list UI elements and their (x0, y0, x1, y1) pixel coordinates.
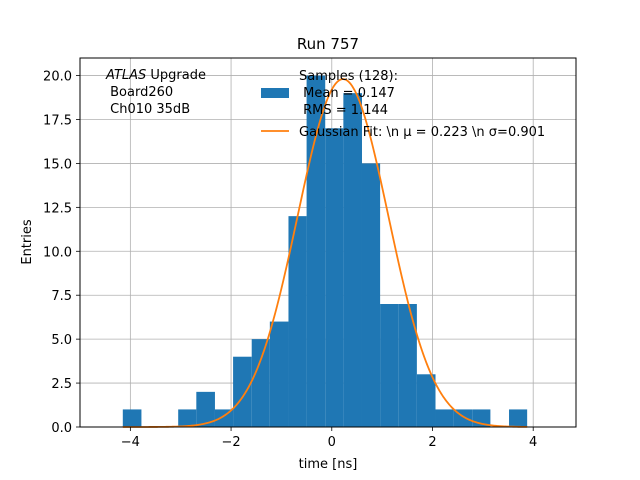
annotation-line-1: ATLAS Upgrade (105, 68, 206, 83)
legend-samples-patch (261, 88, 289, 98)
y-tick-label-1: 2.5 (51, 377, 72, 392)
plot-frame (79, 57, 577, 428)
histogram-bar-16 (416, 374, 436, 427)
x-axis-label: time [ns] (299, 457, 358, 472)
histogram-bar-8 (269, 321, 289, 427)
y-tick-label-2: 5.0 (51, 333, 72, 348)
histogram-bar-6 (233, 356, 252, 427)
x-tick-label-2: 0 (328, 435, 336, 450)
histogram-bar-14 (380, 304, 399, 427)
x-tick-label-1: −2 (221, 435, 240, 450)
x-tick-label-0: −4 (121, 435, 140, 450)
legend-samples-line-2: Mean = 0.147 (299, 86, 395, 101)
legend-fit-label: Gaussian Fit: \n μ = 0.223 \n σ=0.901 (299, 125, 545, 140)
y-tick-label-4: 10.0 (43, 245, 72, 260)
histogram-bar-12 (343, 93, 362, 428)
histogram-bar-10 (306, 75, 326, 428)
y-axis-ticks: 0.0 2.5 5.0 7.5 10.0 12.5 15.0 17.5 20.0 (43, 70, 80, 436)
y-tick-label-5: 12.5 (43, 201, 72, 216)
y-tick-label-8: 20.0 (43, 70, 72, 85)
legend-samples-line-1: Samples (128): (299, 69, 398, 84)
gaussian-fit-curve (122, 78, 528, 428)
y-axis-label: Entries (20, 219, 35, 265)
x-tick-label-4: 4 (529, 435, 537, 450)
y-tick-label-7: 17.5 (43, 114, 72, 129)
legend-samples-line-3: RMS = 1.144 (299, 103, 388, 118)
chart-title: Run 757 (297, 35, 359, 53)
legend: Samples (128): Mean = 0.147 RMS = 1.144 … (261, 69, 545, 140)
histogram-bar-0 (122, 409, 142, 427)
atlas-annotation: ATLAS Upgrade Board260 Ch010 35dB (105, 68, 206, 117)
histogram-bar-21 (509, 409, 528, 427)
annotation-line-3: Ch010 35dB (106, 102, 190, 117)
histogram-bar-5 (214, 409, 234, 427)
y-tick-label-3: 7.5 (51, 289, 72, 304)
annotation-line-2: Board260 (106, 85, 173, 100)
x-tick-label-3: 2 (428, 435, 436, 450)
y-tick-label-0: 0.0 (51, 421, 72, 436)
histogram-bar-4 (196, 391, 215, 427)
y-tick-label-6: 15.0 (43, 157, 72, 172)
histogram-bar-17 (435, 409, 454, 427)
histogram-bar-15 (398, 304, 417, 427)
histogram-bar-13 (361, 163, 381, 427)
histogram-bar-7 (251, 339, 270, 427)
x-axis-ticks: −4 −2 0 2 4 (121, 427, 537, 450)
histogram-bar-9 (288, 216, 307, 427)
histogram-bars (122, 75, 528, 428)
histogram-bar-3 (178, 409, 197, 427)
histogram-bar-11 (325, 128, 344, 428)
